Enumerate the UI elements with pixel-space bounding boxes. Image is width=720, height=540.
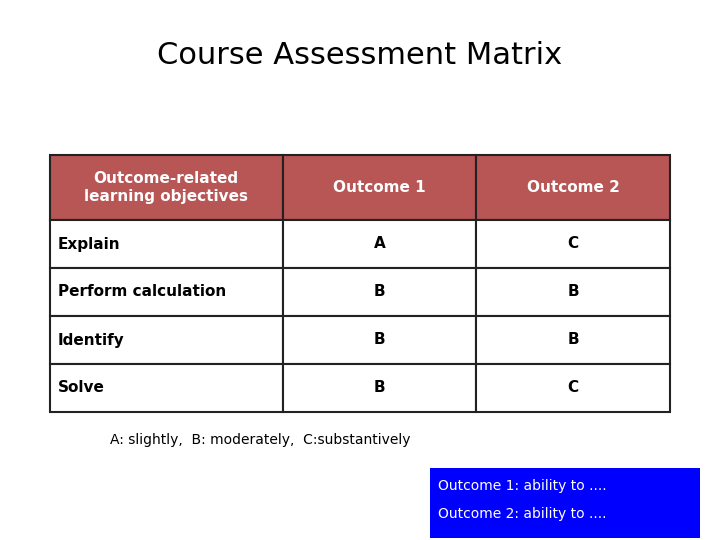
Text: B: B: [374, 285, 385, 300]
Text: A: A: [374, 237, 385, 252]
Bar: [282, 364, 476, 412]
Text: B: B: [567, 333, 579, 348]
Text: Course Assessment Matrix: Course Assessment Matrix: [158, 40, 562, 70]
Text: Outcome-related
learning objectives: Outcome-related learning objectives: [84, 171, 248, 204]
Bar: [282, 316, 476, 364]
Text: A: slightly,  B: moderately,  C:substantively: A: slightly, B: moderately, C:substantiv…: [110, 433, 410, 447]
Bar: [476, 316, 670, 364]
Text: C: C: [567, 237, 579, 252]
Bar: [282, 155, 476, 220]
Text: C: C: [567, 381, 579, 395]
Text: Perform calculation: Perform calculation: [58, 285, 226, 300]
Text: B: B: [374, 381, 385, 395]
Text: Outcome 1: Outcome 1: [333, 180, 426, 195]
Bar: [50, 268, 282, 316]
Text: Identify: Identify: [58, 333, 125, 348]
Text: Outcome 2: ability to ....: Outcome 2: ability to ....: [438, 507, 606, 521]
Bar: [476, 220, 670, 268]
Text: Solve: Solve: [58, 381, 105, 395]
Bar: [50, 364, 282, 412]
Bar: [50, 316, 282, 364]
Text: Outcome 2: Outcome 2: [527, 180, 620, 195]
Bar: [476, 364, 670, 412]
Bar: [282, 268, 476, 316]
Text: Outcome 1: ability to ....: Outcome 1: ability to ....: [438, 479, 607, 493]
Bar: [476, 155, 670, 220]
Bar: [50, 155, 282, 220]
Bar: [282, 220, 476, 268]
Bar: [50, 220, 282, 268]
Bar: [430, 468, 700, 538]
Bar: [476, 268, 670, 316]
Text: Explain: Explain: [58, 237, 121, 252]
Text: B: B: [374, 333, 385, 348]
Text: B: B: [567, 285, 579, 300]
